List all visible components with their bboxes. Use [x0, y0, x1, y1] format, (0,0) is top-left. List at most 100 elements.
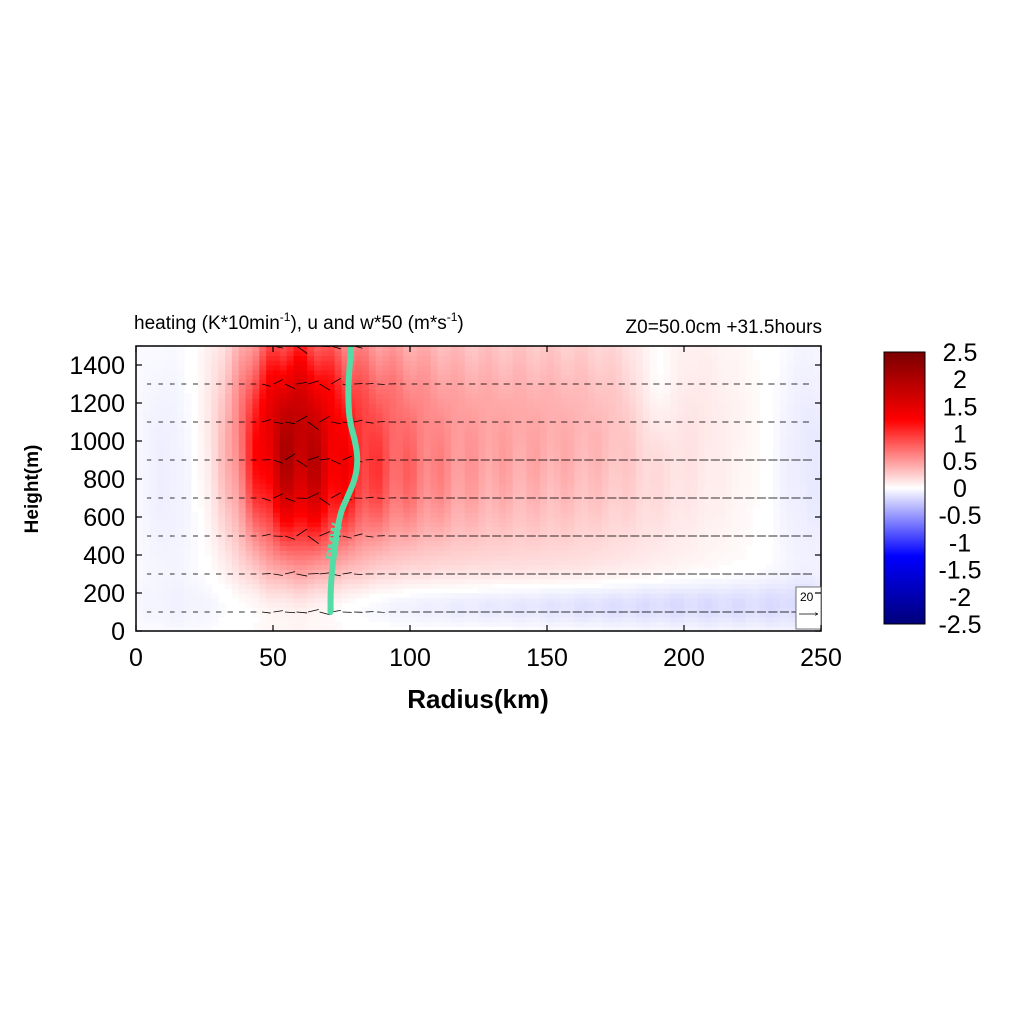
heating-cell: [499, 616, 507, 623]
heating-cell: [334, 483, 343, 490]
heating-cell: [368, 502, 377, 509]
heating-cell: [252, 602, 260, 608]
heating-cell: [156, 436, 164, 442]
heating-cell: [362, 502, 370, 509]
heating-cell: [142, 464, 151, 471]
heating-cell: [622, 469, 630, 475]
heating-cell: [389, 545, 397, 551]
heating-cell: [286, 536, 295, 542]
heating-cell: [245, 507, 254, 513]
heating-cell: [348, 555, 356, 561]
heating-cell: [485, 403, 493, 409]
heating-cell: [320, 407, 329, 414]
heating-cell: [464, 379, 473, 385]
heating-cell: [588, 569, 596, 575]
heating-cell: [622, 569, 630, 575]
heating-cell: [170, 517, 178, 523]
heating-cell: [690, 517, 699, 523]
heating-cell: [526, 346, 534, 352]
heating-cell: [574, 450, 582, 456]
heating-cell: [170, 521, 178, 528]
heating-cell: [170, 393, 178, 399]
heating-cell: [259, 616, 267, 623]
heating-cell: [581, 469, 589, 475]
heating-cell: [430, 374, 438, 380]
heating-cell: [677, 384, 685, 390]
heating-cell: [478, 583, 486, 589]
heating-cell: [225, 360, 233, 366]
heating-cell: [444, 493, 452, 499]
heating-cell: [231, 559, 240, 566]
heating-cell: [451, 422, 459, 428]
heating-cell: [177, 464, 185, 471]
heating-cell: [505, 393, 514, 399]
heating-cell: [697, 564, 706, 570]
heating-cell: [533, 493, 541, 499]
heating-cell: [320, 474, 329, 480]
heating-cell: [382, 507, 391, 513]
heating-cell: [403, 469, 411, 475]
heating-cell: [519, 417, 528, 423]
heating-cell: [142, 374, 151, 380]
heating-cell: [608, 507, 617, 513]
heating-cell: [375, 374, 384, 380]
heating-cell: [320, 346, 329, 352]
heating-cell: [608, 369, 617, 376]
heating-cell: [526, 493, 534, 499]
heating-cell: [629, 365, 637, 371]
heating-cell: [574, 593, 582, 599]
heating-cell: [725, 512, 733, 518]
heating-cell: [362, 360, 370, 366]
heating-cell: [684, 498, 692, 504]
heating-cell: [252, 479, 260, 485]
heating-cell: [142, 578, 151, 585]
heating-cell: [286, 583, 295, 589]
heating-cell: [204, 365, 212, 371]
heating-cell: [663, 512, 671, 518]
heating-cell: [533, 455, 541, 461]
heating-cell: [601, 469, 610, 475]
heating-cell: [533, 388, 541, 395]
heating-cell: [177, 621, 185, 627]
heating-cell: [423, 374, 432, 380]
heating-cell: [156, 616, 164, 623]
heating-cell: [725, 583, 733, 589]
heating-cell: [375, 426, 384, 433]
heating-cell: [279, 569, 288, 575]
heating-cell: [163, 593, 171, 599]
heating-cell: [259, 346, 267, 352]
heating-cell: [560, 488, 569, 494]
heating-cell: [348, 564, 356, 570]
heating-cell: [293, 583, 301, 589]
heating-cell: [574, 403, 582, 409]
heating-cell: [136, 384, 144, 390]
heating-cell: [663, 588, 671, 594]
heating-cell: [320, 593, 329, 599]
heating-cell: [725, 540, 733, 547]
heating-cell: [471, 555, 480, 561]
heating-cell: [314, 588, 322, 594]
heating-cell: [266, 536, 274, 542]
heating-cell: [444, 483, 452, 490]
heating-cell: [177, 597, 185, 604]
heating-cell: [183, 483, 192, 490]
heating-cell: [588, 559, 596, 566]
heating-cell: [581, 417, 589, 423]
heating-cell: [560, 479, 569, 485]
heating-cell: [663, 607, 671, 613]
heating-cell: [512, 436, 521, 442]
heating-cell: [245, 350, 254, 357]
heating-cell: [218, 479, 226, 485]
heating-cell: [204, 422, 212, 428]
heating-cell: [396, 578, 404, 585]
heating-cell: [574, 455, 582, 461]
heating-cell: [341, 569, 349, 575]
heating-cell: [314, 412, 322, 418]
heating-cell: [451, 417, 459, 423]
heating-cell: [725, 602, 733, 608]
heating-cell: [170, 445, 178, 452]
heating-cell: [252, 555, 260, 561]
heating-cell: [416, 460, 425, 466]
heating-cell: [581, 621, 589, 627]
heating-cell: [197, 422, 206, 428]
